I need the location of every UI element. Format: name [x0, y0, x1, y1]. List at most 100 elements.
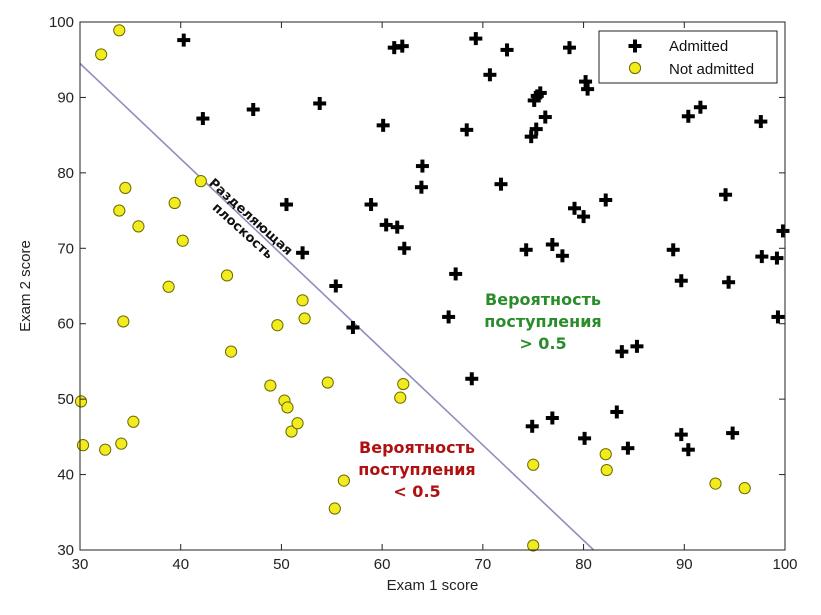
admitted-point [545, 411, 559, 425]
admitted-point [674, 428, 688, 442]
plot-background [80, 22, 785, 550]
x-tick-label: 30 [72, 556, 89, 573]
admitted-point [395, 39, 409, 53]
admitted-point [555, 249, 569, 263]
not-admitted-point [95, 48, 108, 61]
admitted-point [681, 109, 695, 123]
admitted-point [722, 275, 736, 289]
plot-frame [79, 21, 786, 551]
not-admitted-point [291, 417, 304, 430]
x-tick-label: 100 [772, 556, 797, 573]
data-points [74, 24, 790, 552]
not-admitted-point [298, 312, 311, 325]
not-admitted-point [113, 24, 126, 37]
not-admitted-point [168, 196, 181, 210]
not-admitted-point [220, 269, 234, 282]
admitted-point [755, 250, 769, 264]
y-axis-label: Exam 2 score [17, 240, 34, 332]
annotation-line: поступления [484, 312, 601, 331]
not-admitted-point [527, 539, 540, 552]
annotation-line: Вероятность [359, 438, 475, 457]
not-admitted-point [337, 474, 350, 487]
admitted-point [376, 118, 390, 132]
not-admitted-point [271, 319, 284, 332]
admitted-point [770, 251, 784, 265]
admitted-point [610, 405, 624, 419]
admitted-point [500, 43, 514, 57]
admitted-point [621, 441, 635, 455]
not-admitted-point [224, 345, 238, 358]
admitted-point [415, 159, 429, 173]
admitted-point [449, 267, 463, 281]
y-tick-label: 90 [57, 89, 74, 106]
not-admitted-point [281, 401, 294, 414]
not-admitted-point [132, 220, 145, 233]
y-tick-label: 30 [57, 542, 74, 559]
legend-not-admitted-label: Not admitted [669, 61, 754, 78]
annotation-line: поступления [358, 460, 475, 479]
legend-box [598, 30, 778, 84]
admitted-point [599, 193, 613, 207]
admitted-point [364, 198, 378, 212]
admitted-point [568, 201, 582, 215]
admitted-point [719, 188, 733, 202]
admitted-point [578, 431, 592, 445]
not-admitted-point [599, 448, 612, 461]
admitted-point [533, 86, 547, 100]
admitted-region-annotation: Вероятность поступления > 0.5 [484, 290, 601, 353]
admitted-point [726, 426, 740, 440]
admitted-point [579, 75, 593, 89]
not-admitted-point [397, 377, 410, 391]
admitted-point [196, 112, 210, 126]
admitted-point [776, 224, 790, 238]
admitted-point [465, 372, 479, 386]
admitted-point [483, 68, 497, 82]
admitted-point [529, 122, 543, 136]
admitted-point [296, 246, 310, 260]
not-admitted-region-annotation: Вероятность поступления < 0.5 [358, 438, 475, 501]
x-tick-label: 60 [374, 556, 391, 573]
admitted-point [524, 130, 538, 144]
admitted-point [397, 241, 411, 255]
legend: Admitted Not admitted [598, 30, 778, 84]
admitted-point [771, 310, 785, 324]
not-admitted-point [709, 477, 722, 490]
admitted-point [460, 123, 474, 137]
admitted-point [442, 310, 456, 324]
not-admitted-point [394, 391, 407, 404]
decision-boundary-group [80, 62, 595, 550]
admitted-point [545, 238, 559, 252]
x-tick-label: 50 [273, 556, 290, 573]
admitted-point [525, 419, 539, 433]
legend-not-admitted-marker [628, 61, 642, 75]
not-admitted-point [321, 376, 334, 389]
admitted-point [469, 32, 483, 46]
annotation-line: Вероятность [485, 290, 601, 309]
x-tick-label: 90 [676, 556, 693, 573]
not-admitted-point [99, 443, 112, 456]
admitted-point [313, 96, 327, 110]
admitted-point [519, 243, 533, 257]
admitted-point [527, 93, 541, 107]
legend-admitted-label: Admitted [669, 38, 728, 55]
admitted-point [246, 102, 260, 116]
admitted-series [177, 32, 790, 457]
admitted-point [681, 443, 695, 457]
admitted-point [666, 243, 680, 257]
admitted-point [279, 198, 293, 212]
admitted-point [530, 89, 544, 103]
admitted-point [577, 210, 591, 224]
admitted-point [387, 41, 401, 55]
admitted-point [693, 100, 707, 114]
not-admitted-point [113, 204, 126, 217]
annotation-line: > 0.5 [519, 334, 566, 353]
not-admitted-point [264, 379, 277, 392]
not-admitted-point [119, 181, 132, 195]
y-tick-label: 100 [49, 14, 74, 31]
not-admitted-point [527, 458, 540, 471]
not-admitted-point [738, 482, 751, 495]
admitted-point [346, 320, 360, 334]
decision-boundary-line [80, 62, 595, 550]
